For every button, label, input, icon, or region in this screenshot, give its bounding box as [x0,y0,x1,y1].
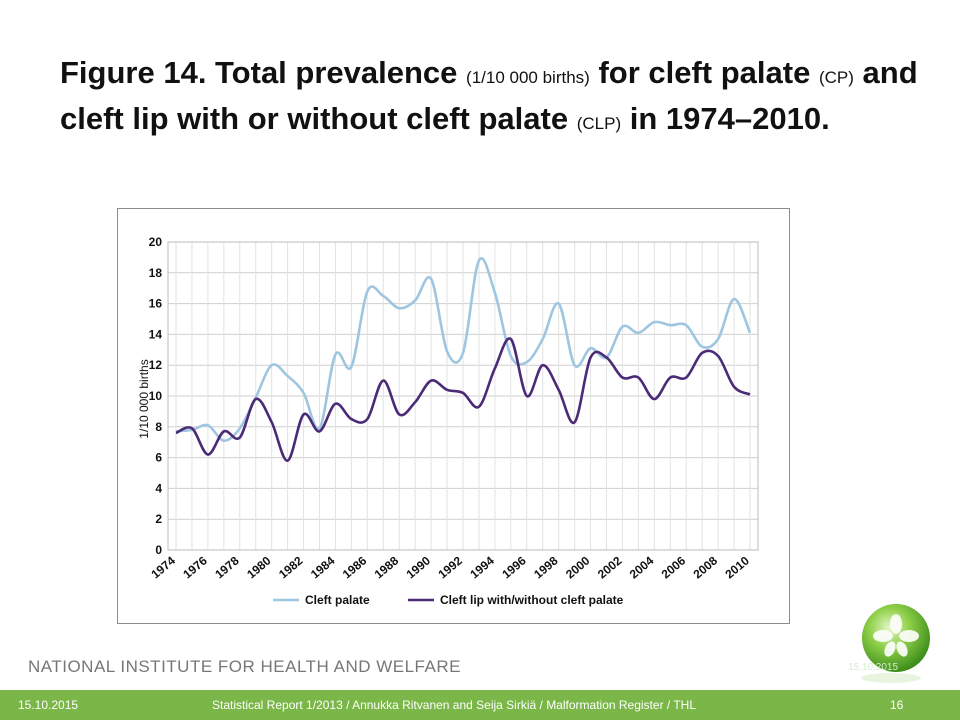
series-line-0 [175,257,752,442]
series-lines [175,257,752,462]
x-tick-label: 2006 [659,553,689,581]
legend-label-0: Cleft palate [305,593,370,607]
series-line-1 [175,337,751,462]
x-tick-label: 1990 [404,553,434,581]
x-tick-label: 1998 [531,553,561,581]
title-part-1: Figure 14. Total prevalence [60,55,458,90]
x-tick-label: 1996 [499,553,529,581]
y-axis-label: 1/10 000 births [137,359,151,438]
x-tick-label: 1994 [467,553,497,581]
footer-date: 15.10.2015 [18,698,79,712]
y-tick-label: 12 [149,358,163,372]
footer-bar: 15.10.2015 Statistical Report 1/2013 / A… [0,690,960,720]
y-tick-label: 16 [149,297,163,311]
x-tick-label: 1980 [244,553,274,581]
legend: Cleft palate Cleft lip with/without cleft… [273,593,624,607]
thl-logo [846,600,936,686]
title-part-4: in 1974–2010. [629,101,830,136]
logo-date: 15.10.2015 [848,662,899,673]
logo-sphere-icon [862,604,930,672]
title-cp-abbrev: (CP) [818,68,854,87]
slide-title: Figure 14. Total prevalence (1/10 000 bi… [60,52,930,144]
y-tick-label: 14 [149,327,163,341]
institute-name: NATIONAL INSTITUTE FOR HEALTH AND WELFAR… [28,657,461,676]
title-part-3: and cleft lip with or without cleft pala… [60,55,918,136]
y-tick-label: 10 [149,389,163,403]
y-tick-label: 20 [149,235,163,249]
x-tick-label: 1986 [340,553,370,581]
title-unit: (1/10 000 births) [466,68,590,87]
x-tick-label: 2010 [722,553,752,581]
x-tick-label: 1988 [372,553,402,581]
x-tick-label: 1976 [180,553,210,581]
y-tick-label: 8 [155,420,162,434]
title-part-2: for cleft palate [598,55,811,90]
page-number: 16 [890,698,904,712]
y-tick-label: 6 [155,451,162,465]
x-tick-label: 2000 [563,553,593,581]
x-tick-label: 2008 [691,553,721,581]
title-clp-abbrev: (CLP) [576,114,622,133]
legend-label-1: Cleft lip with/without cleft palate [440,593,624,607]
footer-source: Statistical Report 1/2013 / Annukka Ritv… [212,698,697,712]
x-tick-label: 1992 [435,553,465,581]
gridlines [167,241,759,551]
y-tick-label: 4 [155,481,162,495]
chart-frame: 0 2 4 6 8 10 12 14 16 18 20 1974 1976 1978 1980 1982 198… [117,208,790,624]
plot-area [167,241,759,551]
y-tick-label: 18 [149,266,163,280]
x-tick-label: 1984 [308,553,338,581]
x-tick-label: 1978 [212,553,242,581]
y-tick-label: 0 [155,543,162,557]
y-tick-label: 2 [155,512,162,526]
logo-leaf-icon [873,614,919,657]
x-tick-label: 1982 [276,553,306,581]
x-tick-label: 1974 [148,553,178,581]
x-tick-label: 2002 [595,553,625,581]
x-tick-label: 2004 [627,553,657,581]
